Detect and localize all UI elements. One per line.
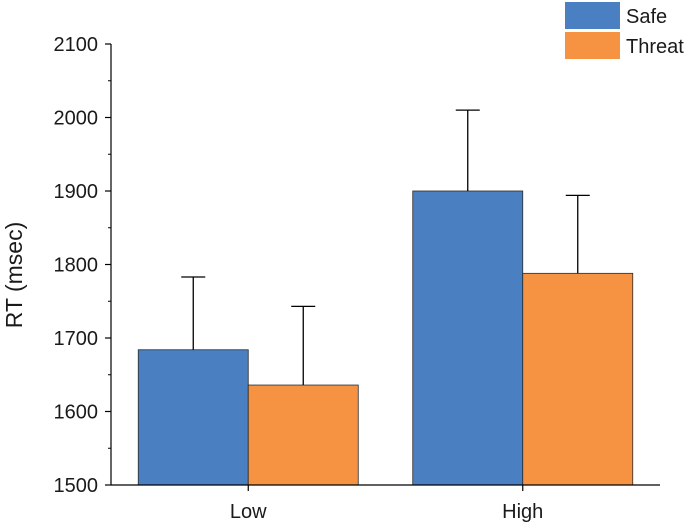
legend-swatch-threat	[565, 32, 620, 59]
bar-safe-high	[412, 190, 524, 486]
y-tick-label-1800: 1800	[54, 255, 99, 277]
y-tick-label-2100: 2100	[54, 34, 99, 56]
y-axis-title: RT (msec)	[1, 222, 27, 329]
error-bars-layer	[181, 109, 590, 386]
y-tick-label-1700: 1700	[54, 328, 99, 350]
legend-label-threat: Threat	[626, 36, 684, 58]
legend: Safe Threat	[565, 2, 684, 59]
y-tick-label-2000: 2000	[54, 108, 99, 130]
bar-safe-low	[137, 349, 249, 486]
y-tick-label-1900: 1900	[54, 181, 99, 203]
y-tick-label-1500: 1500	[54, 475, 99, 497]
legend-swatch-safe	[565, 2, 620, 29]
bar-threat-high	[522, 272, 634, 486]
x-categories-layer: Low High	[230, 485, 543, 523]
bar-threat-low	[247, 384, 359, 486]
y-ticks-layer: 1500 1600 1700 1800 1900 2000 2100	[54, 34, 111, 497]
x-category-label-low: Low	[230, 501, 267, 523]
bars-layer	[137, 190, 634, 486]
legend-label-safe: Safe	[626, 6, 667, 28]
x-category-label-high: High	[502, 501, 543, 523]
y-tick-label-1600: 1600	[54, 402, 99, 424]
